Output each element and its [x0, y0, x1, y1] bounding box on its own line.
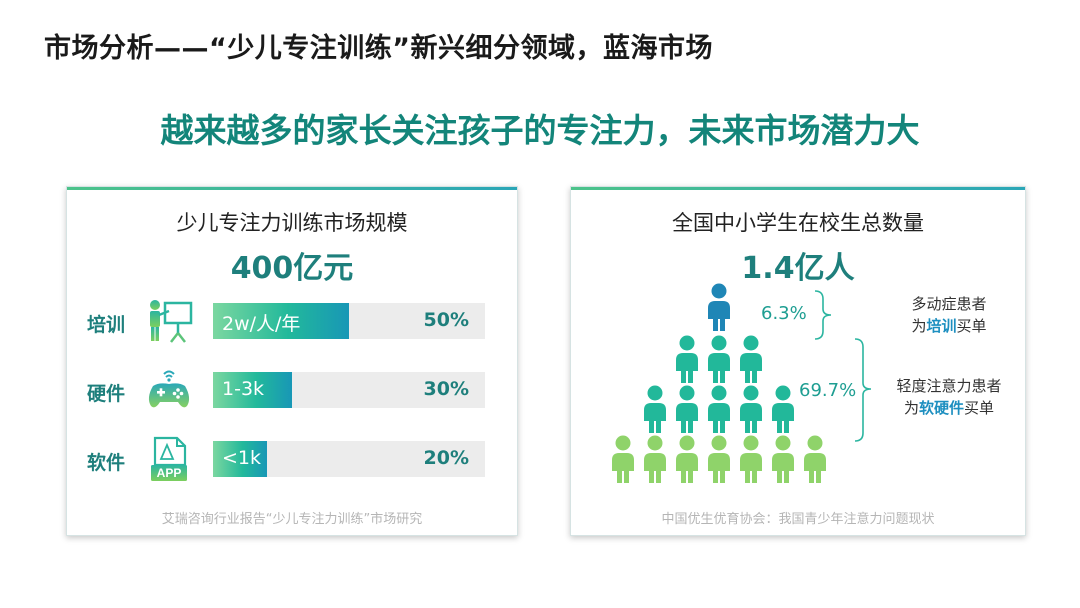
segment-row-software: 软件 APP <1k 20%: [67, 436, 517, 481]
page-subtitle: 越来越多的家长关注孩子的专注力，未来市场潜力大: [160, 111, 920, 150]
student-person-icon: [708, 283, 730, 331]
student-count-title: 全国中小学生在校生总数量: [672, 211, 924, 235]
pct-mild-attention: 69.7%: [799, 380, 857, 401]
student-person-icon: [708, 335, 730, 383]
bracket-mid: [854, 338, 872, 442]
app-icon-text: APP: [157, 466, 182, 480]
segment-bar-fill: <1k: [213, 441, 268, 477]
market-size-card: 少儿专注力训练市场规模 400亿元 培训 2w/人/年 50%: [66, 186, 518, 536]
student-person-icon: [740, 335, 762, 383]
segment-percent: 30%: [423, 378, 469, 400]
segment-bar-fill: 2w/人/年: [213, 303, 349, 339]
source-note: 艾瑞咨询行业报告“少儿专注力训练”市场研究: [161, 512, 423, 527]
market-size-value: 400亿元: [230, 251, 354, 286]
bracket-top: [814, 290, 832, 340]
source-note: 中国优生优育协会：我国青少年注意力问题现状: [661, 512, 935, 527]
student-person-icon: [708, 435, 730, 483]
student-person-icon: [676, 335, 698, 383]
segment-bar: 2w/人/年 50%: [213, 303, 485, 339]
student-person-icon: [676, 385, 698, 433]
segment-bar: <1k 20%: [213, 441, 485, 477]
pct-hyperactive: 6.3%: [761, 303, 807, 324]
note-mild-attention: 轻度注意力患者 为软硬件买单: [896, 377, 1002, 417]
student-count-value: 1.4亿人: [741, 251, 855, 286]
segment-label: 培训: [87, 314, 126, 336]
segment-label: 软件: [87, 452, 126, 474]
segment-label: 硬件: [87, 383, 126, 405]
segment-price: 1-3k: [222, 378, 265, 400]
student-person-icon: [740, 385, 762, 433]
student-pyramid: [612, 283, 872, 483]
student-person-icon: [772, 385, 794, 433]
note-hyperactive: 多动症患者 为培训买单: [911, 295, 987, 335]
segment-price: <1k: [222, 447, 262, 469]
segment-price: 2w/人/年: [222, 313, 301, 335]
app-file-icon: APP: [151, 436, 187, 481]
training-presentation-icon: [150, 300, 193, 343]
student-person-icon: [612, 435, 634, 483]
market-size-title: 少儿专注力训练市场规模: [176, 211, 408, 235]
segment-bar-fill: 1-3k: [213, 372, 292, 408]
segment-row-hardware: 硬件 1-3k 30%: [67, 370, 517, 410]
student-person-icon: [644, 435, 666, 483]
student-person-icon: [708, 385, 730, 433]
student-person-icon: [644, 385, 666, 433]
student-person-icon: [740, 435, 762, 483]
segment-row-training: 培训 2w/人/年 50%: [67, 300, 517, 343]
student-person-icon: [772, 435, 794, 483]
student-person-icon: [804, 435, 826, 483]
segment-percent: 20%: [423, 447, 469, 469]
segment-bar: 1-3k 30%: [213, 372, 485, 408]
student-person-icon: [676, 435, 698, 483]
student-count-card: 全国中小学生在校生总数量 1.4亿人 6.3% 69.7% 多动症患者 为培训买…: [570, 186, 1026, 536]
segment-percent: 50%: [423, 309, 469, 331]
game-controller-icon: [148, 370, 190, 408]
page-title: 市场分析——“少儿专注训练”新兴细分领域，蓝海市场: [44, 33, 713, 64]
